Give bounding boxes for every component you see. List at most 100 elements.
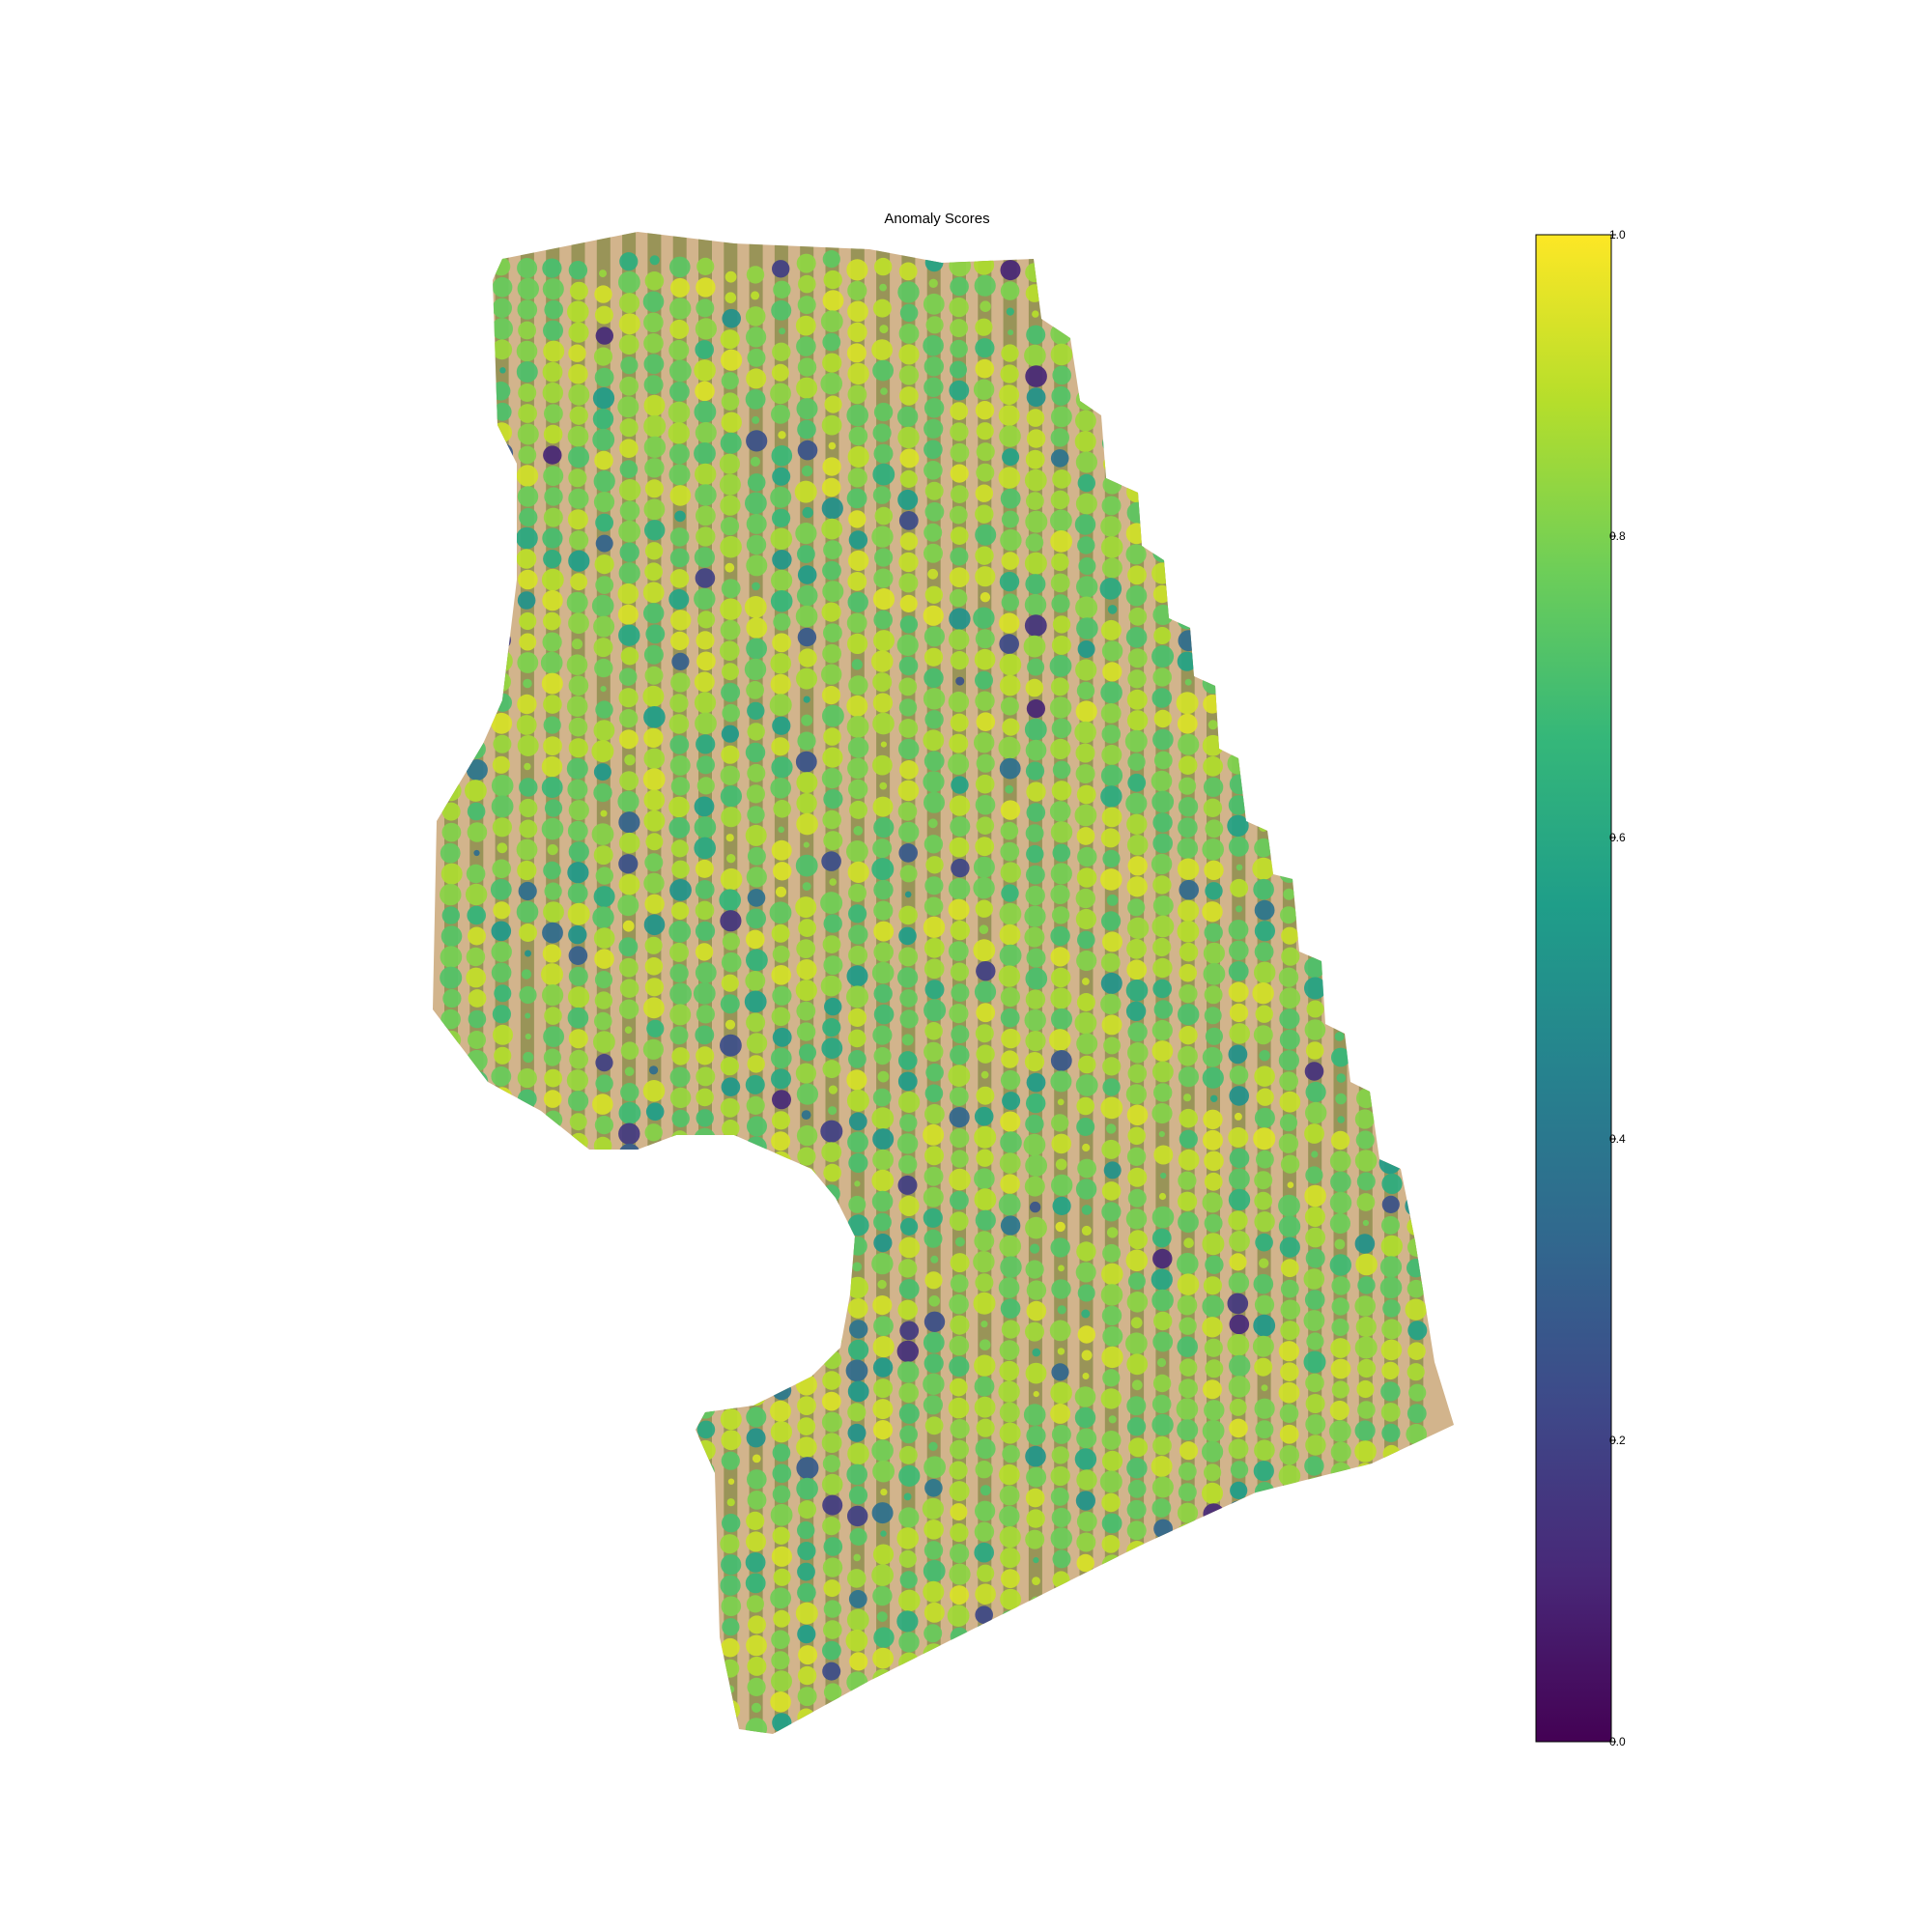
tree-marker <box>796 792 817 814</box>
tree-marker <box>974 274 996 297</box>
tree-marker <box>519 923 537 942</box>
tree-marker <box>873 942 894 962</box>
tree-marker <box>622 920 635 932</box>
tree-marker <box>898 843 918 863</box>
tree-marker <box>1204 1463 1222 1482</box>
tree-marker <box>1354 1234 1376 1254</box>
tree-marker <box>1152 542 1173 563</box>
tree-marker <box>1177 713 1198 734</box>
tree-marker <box>543 1421 563 1441</box>
tree-marker <box>645 1144 664 1162</box>
tree-marker <box>976 1044 995 1064</box>
tree-marker <box>618 270 640 294</box>
tree-marker <box>1153 1311 1173 1331</box>
tree-marker <box>498 512 506 520</box>
tree-marker <box>1158 1130 1165 1138</box>
tree-marker <box>499 367 506 374</box>
tree-marker <box>999 1340 1020 1360</box>
tree-marker <box>1205 653 1223 672</box>
tree-marker <box>595 513 613 532</box>
tree-marker <box>1330 340 1351 362</box>
tree-marker <box>1030 1243 1040 1254</box>
tree-marker <box>1381 592 1402 612</box>
tree-marker <box>1055 1158 1067 1171</box>
tree-marker <box>976 1418 995 1437</box>
tree-marker <box>1201 1648 1224 1671</box>
tree-marker <box>1179 983 1198 1004</box>
tree-marker <box>1406 408 1425 426</box>
tree-marker <box>669 1607 689 1627</box>
tree-marker <box>1354 568 1377 590</box>
tree-marker <box>694 816 717 838</box>
tree-marker <box>1355 922 1378 943</box>
tree-marker <box>976 422 994 440</box>
tree-marker <box>1280 490 1299 509</box>
tree-marker <box>1101 724 1122 744</box>
tree-marker <box>721 724 740 743</box>
tree-marker <box>1278 1381 1300 1404</box>
tree-marker <box>517 735 539 756</box>
tree-marker <box>599 1723 608 1731</box>
tree-marker <box>1179 278 1197 298</box>
tree-marker <box>721 1659 740 1678</box>
tree-marker <box>542 278 564 300</box>
tree-marker <box>1328 1690 1350 1713</box>
tree-marker <box>1304 1290 1325 1310</box>
tree-marker <box>1280 1321 1300 1341</box>
tree-marker <box>871 1502 894 1524</box>
tree-marker <box>440 946 463 968</box>
tree-marker <box>544 1338 563 1358</box>
tree-marker <box>1000 488 1021 509</box>
tree-marker <box>720 785 743 808</box>
tree-marker <box>1229 1688 1249 1708</box>
tree-marker <box>1008 329 1014 336</box>
tree-marker <box>1254 693 1274 712</box>
tree-marker <box>1051 1633 1070 1652</box>
tree-marker <box>1210 1094 1218 1103</box>
tree-marker <box>1178 485 1199 505</box>
tree-marker <box>1051 1133 1071 1154</box>
tree-marker <box>568 446 589 469</box>
tree-marker <box>721 682 741 702</box>
tree-marker <box>1304 853 1325 874</box>
tree-marker <box>1000 528 1022 552</box>
tree-marker <box>751 1702 762 1713</box>
tree-marker <box>823 1600 842 1618</box>
tree-marker <box>923 293 945 315</box>
tree-marker <box>1203 1606 1225 1629</box>
tree-marker <box>517 1441 538 1463</box>
tree-marker <box>1303 562 1325 583</box>
tree-marker <box>746 368 767 389</box>
tree-marker <box>440 677 460 696</box>
tree-marker <box>822 332 841 352</box>
tree-marker <box>1205 1359 1224 1378</box>
tree-marker <box>823 789 843 810</box>
tree-marker <box>923 688 946 710</box>
tree-marker <box>1179 879 1199 900</box>
tree-marker <box>595 1240 614 1260</box>
tree-marker <box>1076 1532 1096 1552</box>
tree-marker <box>975 670 993 690</box>
tree-marker <box>721 1221 742 1243</box>
tree-marker <box>643 375 664 395</box>
tree-marker <box>1279 1071 1298 1092</box>
tree-marker <box>898 324 920 344</box>
tree-marker <box>772 1172 793 1194</box>
tree-marker <box>622 1253 634 1264</box>
tree-marker <box>898 1507 920 1528</box>
tree-marker <box>1406 967 1427 987</box>
tree-marker <box>1228 1438 1249 1460</box>
tree-marker <box>670 1649 690 1668</box>
tree-marker <box>1101 412 1122 433</box>
tree-marker <box>950 1668 970 1688</box>
tree-marker <box>823 955 843 976</box>
tree-marker <box>440 1342 461 1361</box>
tree-marker <box>848 1486 868 1505</box>
tree-marker <box>1075 908 1096 930</box>
tree-marker <box>975 1461 993 1479</box>
tree-marker <box>643 394 666 416</box>
tree-marker <box>492 276 513 298</box>
tree-marker <box>769 1275 792 1298</box>
tree-marker <box>519 985 537 1005</box>
tree-marker <box>1125 1332 1148 1355</box>
